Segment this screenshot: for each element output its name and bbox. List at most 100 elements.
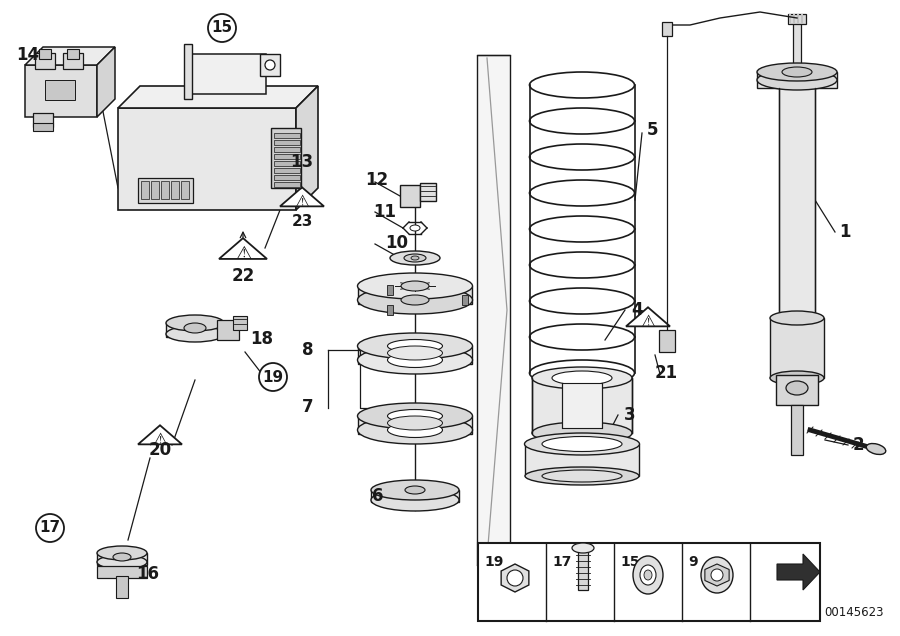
Text: 11: 11 <box>374 203 397 221</box>
Ellipse shape <box>786 381 808 395</box>
Bar <box>274 175 300 180</box>
Ellipse shape <box>388 410 443 422</box>
Bar <box>791 405 803 455</box>
Ellipse shape <box>357 416 472 444</box>
Text: 13: 13 <box>291 153 313 171</box>
Text: ⚠: ⚠ <box>235 245 251 263</box>
Ellipse shape <box>633 556 663 594</box>
Bar <box>478 543 820 621</box>
Ellipse shape <box>411 256 419 260</box>
Ellipse shape <box>525 467 639 485</box>
Bar <box>358 286 472 304</box>
Bar <box>171 181 179 199</box>
Ellipse shape <box>166 326 224 342</box>
Ellipse shape <box>401 281 429 291</box>
Bar <box>789 14 791 24</box>
Text: 6: 6 <box>373 487 383 505</box>
Bar <box>138 178 193 203</box>
Text: 23: 23 <box>292 214 312 230</box>
Text: 17: 17 <box>552 555 572 569</box>
Ellipse shape <box>388 416 443 430</box>
Polygon shape <box>25 47 115 65</box>
Ellipse shape <box>113 553 131 561</box>
Bar <box>118 108 296 210</box>
Ellipse shape <box>388 346 443 360</box>
Bar <box>562 383 602 428</box>
Ellipse shape <box>388 340 443 352</box>
Text: 17: 17 <box>40 520 60 536</box>
Polygon shape <box>626 307 670 326</box>
Ellipse shape <box>542 436 622 452</box>
Text: 15: 15 <box>212 20 232 36</box>
Bar <box>39 49 51 59</box>
Bar <box>462 295 468 305</box>
Bar <box>770 318 824 378</box>
Text: 20: 20 <box>148 441 172 459</box>
Bar <box>116 576 128 598</box>
Text: 8: 8 <box>302 341 314 359</box>
Bar <box>532 378 632 433</box>
Ellipse shape <box>388 352 443 368</box>
Ellipse shape <box>405 486 425 494</box>
Bar <box>797 14 799 24</box>
Bar <box>184 44 192 99</box>
Bar <box>274 168 300 173</box>
Circle shape <box>208 14 236 42</box>
Ellipse shape <box>404 254 426 262</box>
Bar <box>166 323 224 337</box>
Ellipse shape <box>867 443 886 455</box>
Bar <box>274 140 300 145</box>
Bar <box>181 181 189 199</box>
Bar <box>35 53 55 69</box>
Polygon shape <box>45 80 75 100</box>
Bar <box>67 49 79 59</box>
Text: ⚠: ⚠ <box>294 193 310 211</box>
Ellipse shape <box>770 311 824 325</box>
Bar <box>371 490 459 502</box>
Text: 15: 15 <box>620 555 640 569</box>
Ellipse shape <box>532 422 632 444</box>
Ellipse shape <box>97 546 147 560</box>
Text: 19: 19 <box>263 370 284 385</box>
Bar <box>274 133 300 138</box>
Bar <box>525 444 639 476</box>
Bar <box>779 88 815 318</box>
Circle shape <box>265 60 275 70</box>
Ellipse shape <box>525 433 640 455</box>
Ellipse shape <box>357 286 472 314</box>
Ellipse shape <box>371 480 459 500</box>
Ellipse shape <box>390 251 440 265</box>
Text: 2: 2 <box>852 436 864 454</box>
Polygon shape <box>705 564 729 586</box>
Bar <box>271 128 301 188</box>
Ellipse shape <box>757 63 837 81</box>
Bar <box>33 113 53 127</box>
Bar <box>161 181 169 199</box>
Ellipse shape <box>410 225 420 231</box>
Bar <box>757 72 837 88</box>
Text: ⚠: ⚠ <box>152 431 167 449</box>
Bar <box>97 553 147 565</box>
Bar <box>420 183 436 201</box>
Text: 9: 9 <box>688 555 698 569</box>
Bar <box>788 14 806 24</box>
Text: 21: 21 <box>654 364 678 382</box>
Ellipse shape <box>532 367 632 389</box>
Text: 1: 1 <box>839 223 850 241</box>
Bar <box>793 18 801 73</box>
Ellipse shape <box>770 371 824 385</box>
Bar <box>659 330 675 352</box>
Bar <box>801 14 803 24</box>
Bar <box>25 65 97 117</box>
Ellipse shape <box>357 333 472 359</box>
Bar <box>578 548 588 590</box>
Circle shape <box>507 570 523 586</box>
Text: 00145623: 00145623 <box>824 606 884 619</box>
Bar <box>217 320 239 340</box>
Bar <box>400 185 420 207</box>
Bar <box>97 566 147 578</box>
Text: 12: 12 <box>365 171 389 189</box>
Text: ⚠: ⚠ <box>641 313 655 331</box>
Bar <box>186 54 266 94</box>
Ellipse shape <box>782 67 812 77</box>
